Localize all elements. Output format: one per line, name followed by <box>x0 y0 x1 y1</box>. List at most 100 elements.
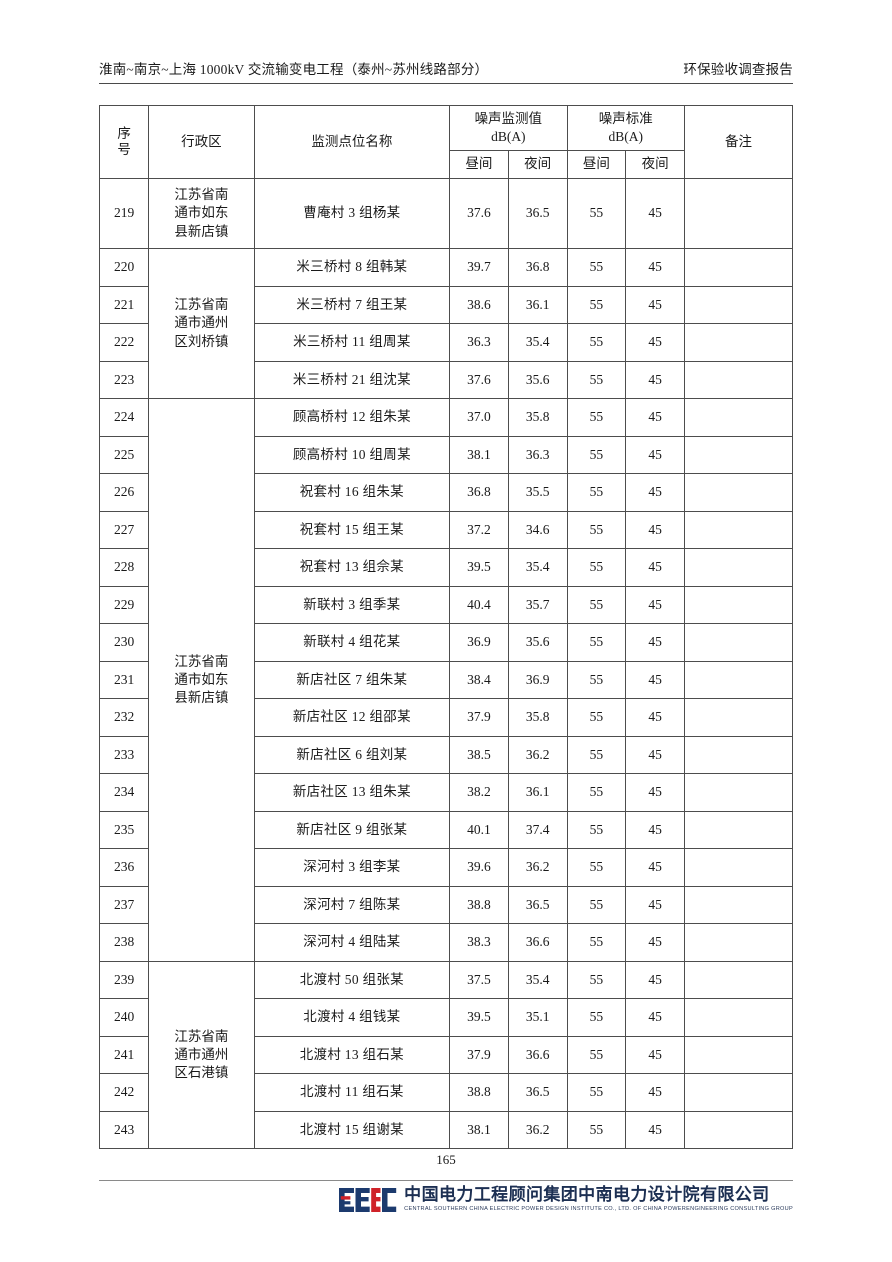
cell-monitoring-point: 祝套村 15 组王某 <box>253 510 451 549</box>
cell-monitoring-point: 米三桥村 7 组王某 <box>253 285 451 324</box>
cell-standard-day: 55 <box>566 885 627 924</box>
cell-admin-region: 江苏省南 通市如东 县新店镇 <box>148 398 255 962</box>
table-row: 239 江苏省南 通市通州 区石港镇 北渡村 50 组张某 37.5 35.4 55 45 <box>98 960 793 1149</box>
cell-standard-night: 45 <box>625 660 686 699</box>
cell-sequence: 232 <box>98 698 150 737</box>
cell-measured-day: 36.3 <box>449 323 509 362</box>
cell-monitoring-point: 北渡村 13 组石某 <box>253 1035 451 1074</box>
column-header-measured-night: 夜间 <box>507 150 568 179</box>
cell-sequence: 219 <box>98 178 150 249</box>
cell-standard-day: 55 <box>566 585 627 624</box>
cell-sequence: 234 <box>98 773 150 812</box>
admin-region-line: 通市如东 <box>174 671 229 687</box>
cell-standard-night: 45 <box>625 360 686 399</box>
cell-measured-day: 38.8 <box>449 1073 509 1112</box>
cell-standard-night: 45 <box>625 623 686 662</box>
cell-monitoring-point: 北渡村 50 组张某 <box>253 960 451 999</box>
cell-monitoring-point: 顾高桥村 12 组朱某 <box>253 398 451 437</box>
cell-measured-night: 35.6 <box>507 623 568 662</box>
cell-note <box>684 698 793 737</box>
standard-group-title: 噪声标准 <box>598 110 653 126</box>
cell-monitoring-point: 米三桥村 21 组沈某 <box>253 360 451 399</box>
cell-note <box>684 1073 793 1112</box>
table-row: 233 新店社区 6 组刘某 38.5 36.2 55 45 <box>98 735 793 774</box>
cell-monitoring-point: 北渡村 4 组钱某 <box>253 998 451 1037</box>
cell-standard-night: 45 <box>625 998 686 1037</box>
cell-note <box>684 960 793 999</box>
cell-measured-day: 39.5 <box>449 548 509 587</box>
cell-measured-night: 35.8 <box>507 698 568 737</box>
admin-region-line: 江苏省南 <box>174 297 229 313</box>
cell-standard-day: 55 <box>566 960 627 999</box>
column-header-note: 备注 <box>684 105 793 179</box>
cell-monitoring-point: 新店社区 13 组朱某 <box>253 773 451 812</box>
cell-note <box>684 1035 793 1074</box>
cell-measured-day: 40.4 <box>449 585 509 624</box>
cell-note <box>684 623 793 662</box>
cell-note <box>684 810 793 849</box>
cell-standard-night: 45 <box>625 1073 686 1112</box>
table-row: 232 新店社区 12 组邵某 37.9 35.8 55 45 <box>98 698 793 737</box>
sequence-label-line2: 号 <box>117 142 131 157</box>
cell-measured-night: 35.4 <box>507 323 568 362</box>
cell-standard-night: 45 <box>625 398 686 437</box>
cell-note <box>684 548 793 587</box>
cell-sequence: 225 <box>98 435 150 474</box>
cell-monitoring-point: 新联村 3 组季某 <box>253 585 451 624</box>
cell-standard-day: 55 <box>566 473 627 512</box>
cell-monitoring-point: 新店社区 9 组张某 <box>253 810 451 849</box>
cell-standard-night: 45 <box>625 885 686 924</box>
cell-measured-night: 36.2 <box>507 1110 568 1149</box>
cell-note <box>684 435 793 474</box>
cell-standard-day: 55 <box>566 848 627 887</box>
cell-measured-day: 37.2 <box>449 510 509 549</box>
cell-measured-day: 37.6 <box>449 178 509 249</box>
table-row: 225 顾高桥村 10 组周某 38.1 36.3 55 45 <box>98 435 793 474</box>
cell-standard-night: 45 <box>625 285 686 324</box>
cell-note <box>684 473 793 512</box>
cell-note <box>684 285 793 324</box>
cell-standard-day: 55 <box>566 548 627 587</box>
cell-measured-day: 38.2 <box>449 773 509 812</box>
cell-note <box>684 510 793 549</box>
cell-sequence: 233 <box>98 735 150 774</box>
cell-measured-night: 35.5 <box>507 473 568 512</box>
cell-standard-night: 45 <box>625 1035 686 1074</box>
table-row: 234 新店社区 13 组朱某 38.2 36.1 55 45 <box>98 773 793 812</box>
footer-company-name-cn: 中国电力工程顾问集团中南电力设计院有限公司 <box>404 1185 770 1205</box>
standard-group-unit: dB(A) <box>608 129 644 144</box>
cell-note <box>684 848 793 887</box>
cell-measured-night: 35.7 <box>507 585 568 624</box>
cell-monitoring-point: 祝套村 13 组佘某 <box>253 548 451 587</box>
admin-region-line: 江苏省南 <box>174 187 229 203</box>
cell-sequence: 235 <box>98 810 150 849</box>
cell-measured-night: 36.6 <box>507 1035 568 1074</box>
cell-standard-night: 45 <box>625 773 686 812</box>
cell-sequence: 224 <box>98 398 150 437</box>
cell-measured-day: 37.5 <box>449 960 509 999</box>
cell-sequence: 238 <box>98 923 150 962</box>
cell-standard-night: 45 <box>625 923 686 962</box>
cell-monitoring-point: 米三桥村 11 组周某 <box>253 323 451 362</box>
cell-measured-night: 36.6 <box>507 923 568 962</box>
cell-monitoring-point: 深河村 7 组陈某 <box>253 885 451 924</box>
table-row: 240 北渡村 4 组钱某 39.5 35.1 55 45 <box>98 998 793 1037</box>
cell-note <box>684 885 793 924</box>
cell-monitoring-point: 米三桥村 8 组韩某 <box>253 248 451 287</box>
cell-sequence: 228 <box>98 548 150 587</box>
cell-note <box>684 998 793 1037</box>
cell-note <box>684 248 793 287</box>
table-row: 237 深河村 7 组陈某 38.8 36.5 55 45 <box>98 885 793 924</box>
cell-measured-day: 38.1 <box>449 435 509 474</box>
table-row: 235 新店社区 9 组张某 40.1 37.4 55 45 <box>98 810 793 849</box>
cell-monitoring-point: 北渡村 15 组谢某 <box>253 1110 451 1149</box>
cell-measured-night: 34.6 <box>507 510 568 549</box>
cell-monitoring-point: 顾高桥村 10 组周某 <box>253 435 451 474</box>
table-row: 242 北渡村 11 组石某 38.8 36.5 55 45 <box>98 1073 793 1112</box>
cell-admin-region: 江苏省南 通市通州 区石港镇 <box>148 960 255 1149</box>
cell-measured-day: 38.8 <box>449 885 509 924</box>
cell-note <box>684 585 793 624</box>
cell-standard-day: 55 <box>566 773 627 812</box>
cell-note <box>684 923 793 962</box>
column-header-admin-region: 行政区 <box>148 105 255 179</box>
